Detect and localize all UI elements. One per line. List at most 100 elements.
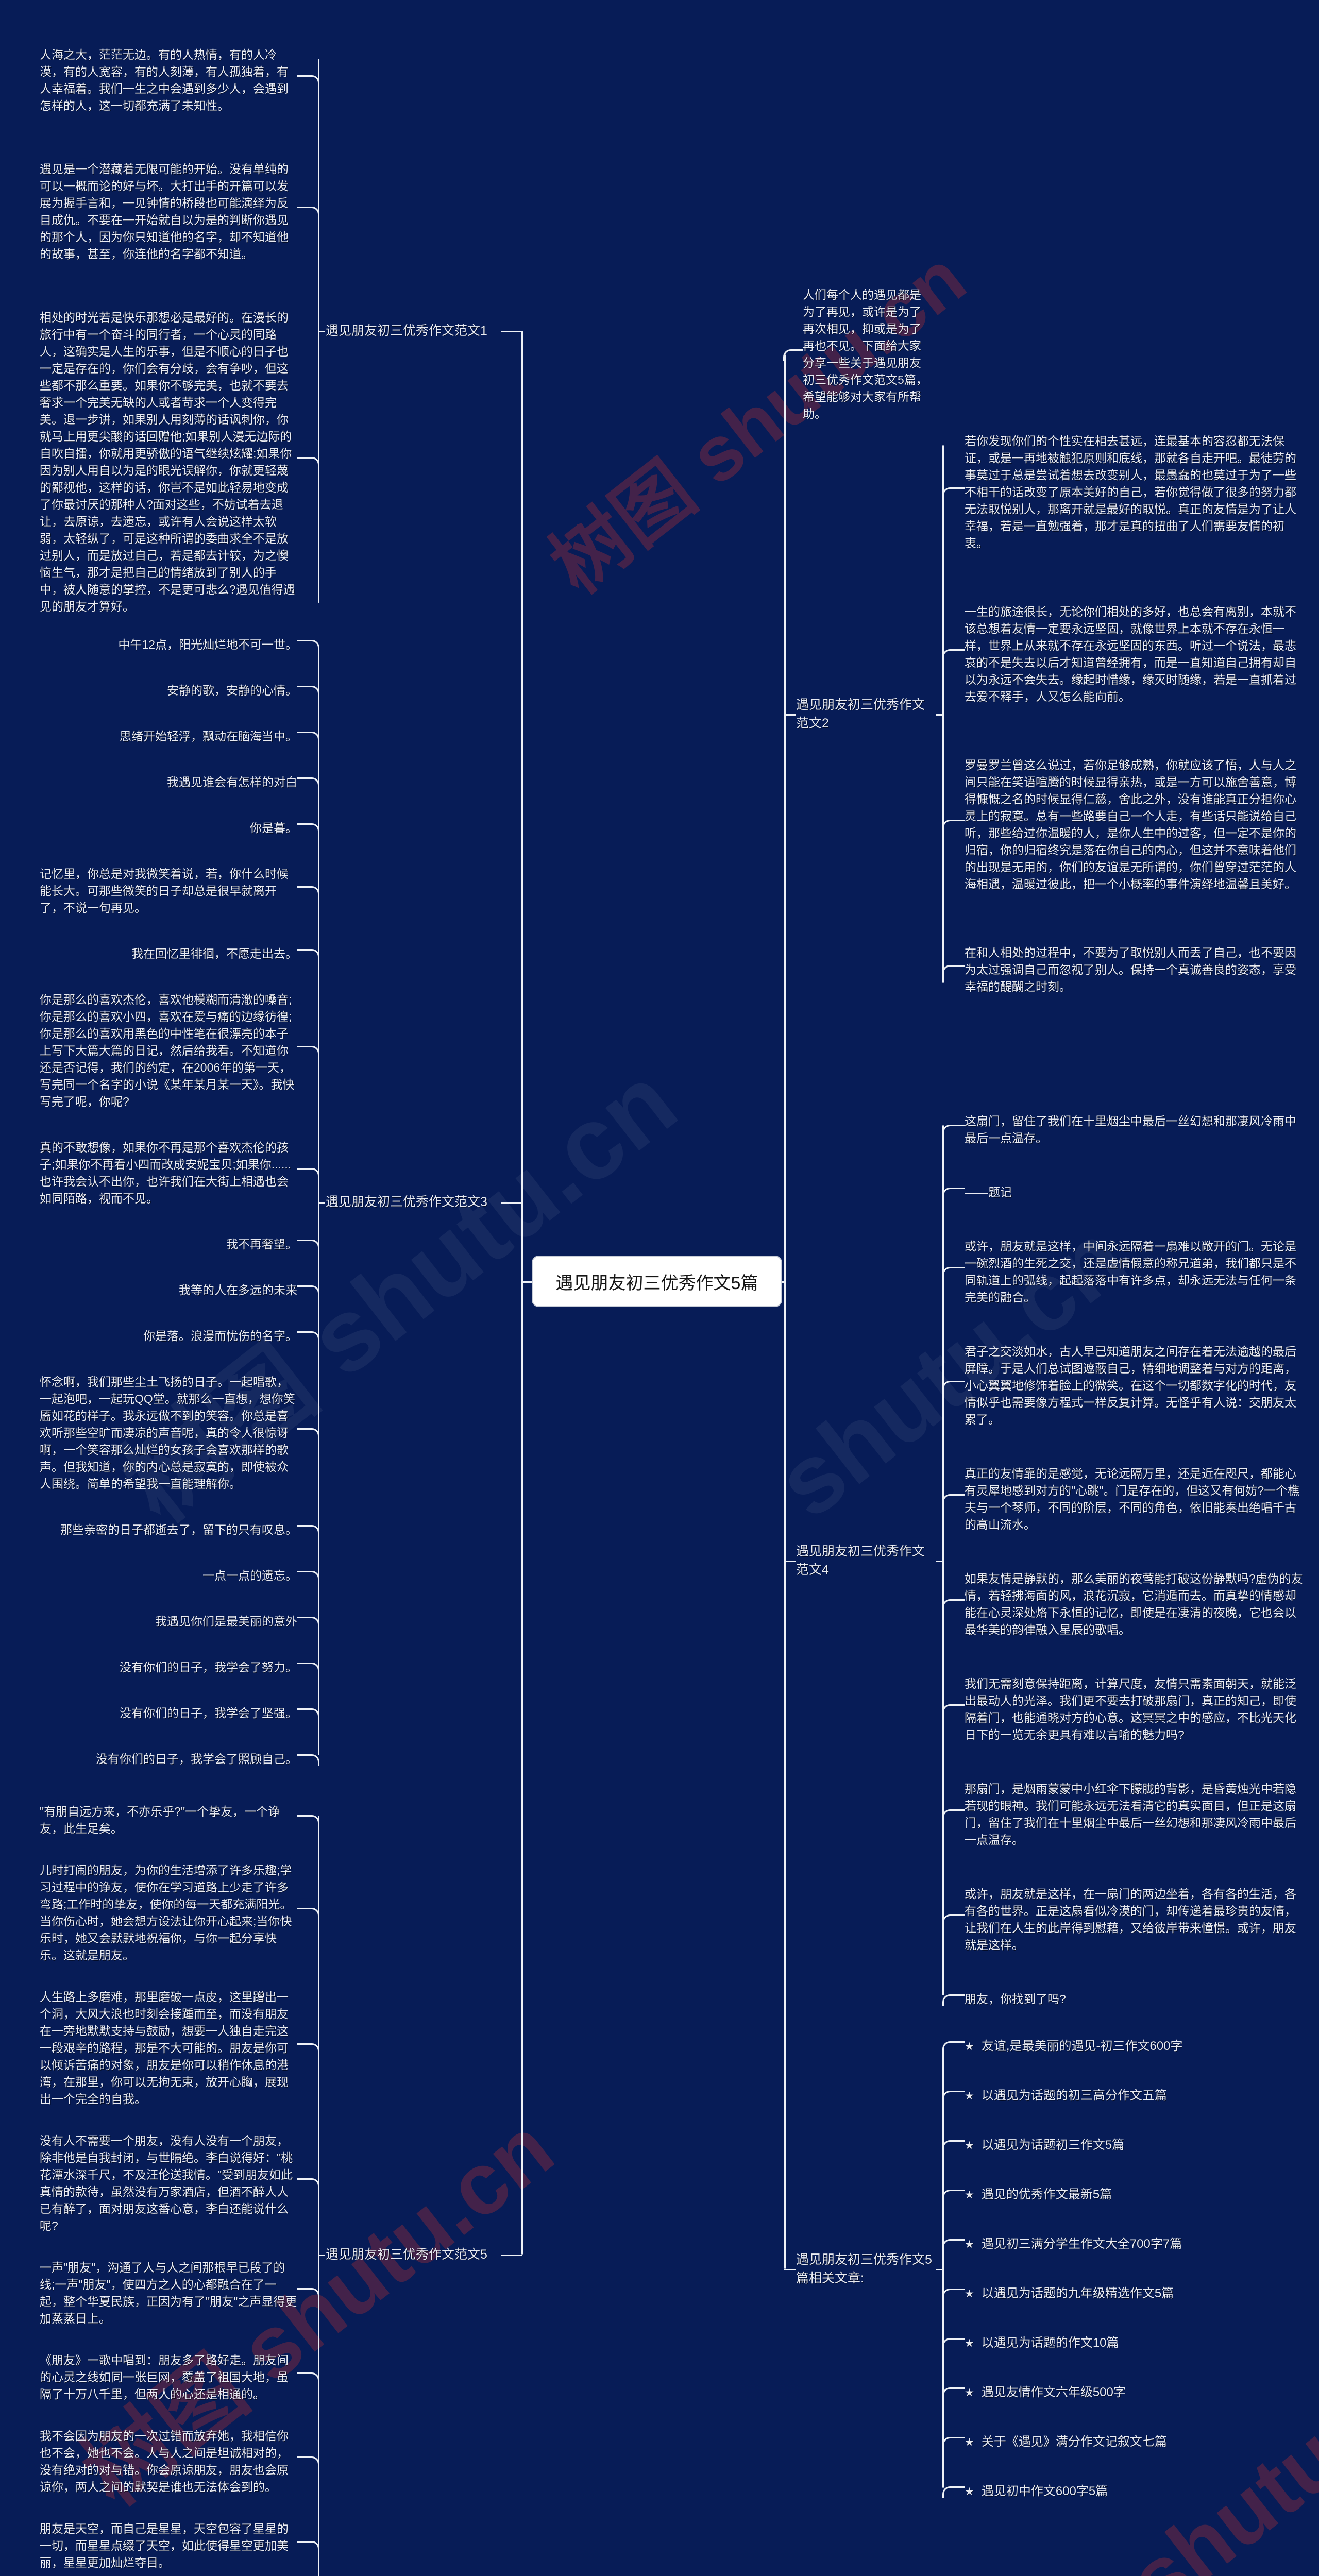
essay3-node[interactable]: 没有你们的日子，我学会了努力。 — [40, 1659, 319, 1676]
related-article-title[interactable]: 以遇见为话题的初三高分作文五篇 — [981, 2089, 1167, 2103]
essay3-node[interactable]: 你是那么的喜欢杰伦，喜欢他模糊而清澈的嗓音;你是那么的喜欢小四，喜欢在爱与痛的边… — [40, 991, 319, 1110]
star-icon: ★ — [965, 2486, 974, 2498]
essay4-node[interactable]: 或许，朋友就是这样，中间永远隔着一扇难以敞开的门。无论是一碗烈酒的生死之交，还是… — [942, 1238, 1305, 1306]
essay5-node[interactable]: 一声"朋友"，沟通了人与人之间那根早已段了的线;一声"朋友"，使四方之人的心都融… — [40, 2259, 319, 2327]
essay1-node[interactable]: 遇见是一个潜藏着无限可能的开始。没有单纯的可以一概而论的好与坏。大打出手的开篇可… — [40, 161, 319, 263]
essay3-node[interactable]: 怀念啊，我们那些尘土飞扬的日子。一起唱歌，一起泡吧，一起玩QQ堂。就那么一直想，… — [40, 1374, 319, 1493]
essay5-node[interactable]: 人生路上多磨难，那里磨破一点皮，这里蹭出一个洞，大风大浪也时刻会接踵而至，而没有… — [40, 1989, 319, 2108]
essay3-node[interactable]: 我在回忆里徘徊，不愿走出去。 — [40, 945, 319, 962]
related-article-link[interactable]: ★ 以遇见为话题的九年级精选作文5篇 — [942, 2285, 1294, 2302]
branch-essay2: 遇见朋友初三优秀作文范文2 若你发现你们的个性实在相去甚远，连最基本的容忍都无法… — [784, 433, 1305, 995]
branch-related-articles: 遇见朋友初三优秀作文5篇相关文章: ★ 友谊,是最美丽的遇见-初三作文600字 ★… — [784, 2038, 1294, 2500]
branch-children: 人海之大，茫茫无边。有的人热情，有的人冷漠，有的人宽容，有的人刻薄，有人孤独着，… — [40, 46, 319, 615]
related-article-title[interactable]: 遇见初中作文600字5篇 — [981, 2484, 1108, 2498]
related-article-title[interactable]: 遇见初三满分学生作文大全700字7篇 — [981, 2237, 1182, 2251]
branch-children: ★ 友谊,是最美丽的遇见-初三作文600字 ★ 以遇见为话题的初三高分作文五篇 ★ 以… — [942, 2038, 1294, 2500]
related-article-title[interactable]: 以遇见为话题初三作文5篇 — [981, 2138, 1125, 2152]
related-article-link[interactable]: ★ 以遇见为话题的初三高分作文五篇 — [942, 2087, 1294, 2105]
essay3-node[interactable]: 我不再奢望。 — [40, 1236, 319, 1253]
related-article-title[interactable]: 友谊,是最美丽的遇见-初三作文600字 — [981, 2039, 1183, 2053]
essay2-node[interactable]: 罗曼罗兰曾这么说过，若你足够成熟，你就应该了悟，人与人之间只能在笑语喧腾的时候显… — [942, 757, 1305, 893]
branch-label-related-articles[interactable]: 遇见朋友初三优秀作文5篇相关文章: — [784, 2250, 943, 2287]
star-icon: ★ — [965, 2090, 974, 2102]
essay2-node[interactable]: 若你发现你们的个性实在相去甚远，连最基本的容忍都无法保证，或是一再地被触犯原则和… — [942, 433, 1305, 552]
essay3-node[interactable]: 中午12点，阳光灿烂地不可一世。 — [40, 636, 319, 653]
related-article-link[interactable]: ★ 以遇见为话题的作文10篇 — [942, 2334, 1294, 2352]
essay5-node[interactable]: 没有人不需要一个朋友，没有人没有一个朋友，除非他是自我封闭，与世隔绝。李白说得好… — [40, 2132, 319, 2234]
essay3-node[interactable]: 安静的歌，安静的心情。 — [40, 682, 319, 699]
branch-children: 中午12点，阳光灿烂地不可一世。 安静的歌，安静的心情。 思绪开始轻浮，飘动在脑… — [40, 636, 319, 1768]
star-icon: ★ — [965, 2239, 974, 2250]
connector-spine — [318, 59, 319, 603]
connector-spine — [318, 649, 319, 1755]
star-icon: ★ — [965, 2337, 974, 2349]
related-article-link[interactable]: ★ 遇见的优秀作文最新5篇 — [942, 2186, 1294, 2204]
essay4-node[interactable]: 如果友情是静默的，那么美丽的夜莺能打破这份静默吗?虚伪的友情，若轻拂海面的风，浪… — [942, 1570, 1305, 1638]
connector-spine — [318, 1816, 319, 2576]
essay4-node[interactable]: 朋友，你找到了吗? — [942, 1991, 1305, 2008]
essay3-node[interactable]: 你是暮。 — [40, 820, 319, 837]
branch-children: 这扇门，留住了我们在十里烟尘中最后一丝幻想和那凄风冷雨中最后一点温存。 ——题记… — [942, 1113, 1305, 2008]
essay3-node[interactable]: 真的不敢想像，如果你不再是那个喜欢杰伦的孩子;如果你不再看小四而改成安妮宝贝;如… — [40, 1139, 319, 1207]
central-topic[interactable]: 遇见朋友初三优秀作文5篇 — [521, 1256, 786, 1307]
branch-label-essay4[interactable]: 遇见朋友初三优秀作文范文4 — [784, 1542, 943, 1579]
branch-essay5: "有朋自远方来，不亦乐乎?"一个挚友，一个诤友，此生足矣。 儿时打闹的朋友，为你… — [40, 1803, 522, 2576]
essay3-node[interactable]: 我等的人在多远的未来 — [40, 1282, 319, 1299]
branch-children: 若你发现你们的个性实在相去甚远，连最基本的容忍都无法保证，或是一再地被触犯原则和… — [942, 433, 1305, 995]
essay3-node[interactable]: 你是落。浪漫而忧伤的名字。 — [40, 1328, 319, 1345]
branch-essay1: 人海之大，茫茫无边。有的人热情，有的人冷漠，有的人宽容，有的人刻薄，有人孤独着，… — [40, 46, 522, 615]
essay4-node[interactable]: ——题记 — [942, 1184, 1305, 1201]
essay3-node[interactable]: 记忆里，你总是对我微笑着说，若，你什么时候能长大。可那些微笑的日子却总是很早就离… — [40, 866, 319, 917]
connector-trunk-right — [784, 354, 786, 2269]
related-article-link[interactable]: ★ 遇见初中作文600字5篇 — [942, 2483, 1294, 2500]
essay5-node[interactable]: 朋友是天空，而自己是星星，天空包容了星星的一切，而星星点缀了天空，如此使得星空更… — [40, 2520, 319, 2571]
connector-trunk-left — [521, 331, 523, 2255]
star-icon: ★ — [965, 2189, 974, 2201]
essay4-node[interactable]: 这扇门，留住了我们在十里烟尘中最后一丝幻想和那凄风冷雨中最后一点温存。 — [942, 1113, 1305, 1147]
branch-label-essay3[interactable]: 遇见朋友初三优秀作文范文3 — [319, 1193, 522, 1211]
essay5-node[interactable]: 《朋友》一歌中唱到：朋友多了路好走。朋友间的心灵之线如同一张巨网，覆盖了祖国大地… — [40, 2352, 319, 2403]
related-article-title[interactable]: 遇见友情作文六年级500字 — [981, 2385, 1126, 2399]
essay4-node[interactable]: 真正的友情靠的是感觉，无论远隔万里，还是近在咫尺，都能心有灵犀地感到对方的"心跳… — [942, 1465, 1305, 1533]
related-article-title[interactable]: 关于《遇见》满分作文记叙文七篇 — [981, 2435, 1167, 2449]
branch-label-essay5[interactable]: 遇见朋友初三优秀作文范文5 — [319, 2245, 522, 2264]
branch-label-essay2[interactable]: 遇见朋友初三优秀作文范文2 — [784, 696, 943, 733]
star-icon: ★ — [965, 2288, 974, 2300]
star-icon: ★ — [965, 2041, 974, 2053]
related-article-link[interactable]: ★ 以遇见为话题初三作文5篇 — [942, 2137, 1294, 2154]
essay4-node[interactable]: 君子之交淡如水，古人早已知道朋友之间存在着无法逾越的最后屏障。于是人们总试图遮蔽… — [942, 1343, 1305, 1428]
branch-essay3: 中午12点，阳光灿烂地不可一世。 安静的歌，安静的心情。 思绪开始轻浮，飘动在脑… — [40, 636, 522, 1768]
star-icon: ★ — [965, 2140, 974, 2151]
related-article-title[interactable]: 以遇见为话题的作文10篇 — [981, 2336, 1119, 2350]
essay3-node[interactable]: 没有你们的日子，我学会了坚强。 — [40, 1705, 319, 1722]
intro-node[interactable]: 人们每个人的遇见都是为了再见，或许是为了再次相见，抑或是为了再也不见。下面给大家… — [783, 286, 932, 422]
related-article-link[interactable]: ★ 遇见初三满分学生作文大全700字7篇 — [942, 2235, 1294, 2253]
essay5-node[interactable]: "有朋自远方来，不亦乐乎?"一个挚友，一个诤友，此生足矣。 — [40, 1803, 319, 1837]
essay1-node[interactable]: 人海之大，茫茫无边。有的人热情，有的人冷漠，有的人宽容，有的人刻薄，有人孤独着，… — [40, 46, 319, 114]
essay3-node[interactable]: 没有你们的日子，我学会了照顾自己。 — [40, 1751, 319, 1768]
star-icon: ★ — [965, 2387, 974, 2399]
branch-essay4: 遇见朋友初三优秀作文范文4 这扇门，留住了我们在十里烟尘中最后一丝幻想和那凄风冷… — [784, 1113, 1305, 2008]
essay4-node[interactable]: 那扇门，是烟雨蒙蒙中小红伞下朦胧的背影，是昏黄烛光中若隐若现的眼神。我们可能永远… — [942, 1781, 1305, 1849]
related-article-title[interactable]: 以遇见为话题的九年级精选作文5篇 — [981, 2286, 1174, 2300]
essay1-node[interactable]: 相处的时光若是快乐那想必是最好的。在漫长的旅行中有一个奋斗的同行者，一个心灵的同… — [40, 309, 319, 615]
essay3-node[interactable]: 我遇见你们是最美丽的意外 — [40, 1613, 319, 1630]
essay3-node[interactable]: 一点一点的遗忘。 — [40, 1567, 319, 1584]
essay4-node[interactable]: 或许，朋友就是这样，在一扇门的两边坐着，各有各的生活，各有各的世界。正是这扇看似… — [942, 1886, 1305, 1954]
related-article-link[interactable]: ★ 遇见友情作文六年级500字 — [942, 2384, 1294, 2401]
essay2-node[interactable]: 一生的旅途很长，无论你们相处的多好，也总会有离别，本就不该总想着友情一定要永远坚… — [942, 603, 1305, 705]
branch-children: "有朋自远方来，不亦乐乎?"一个挚友，一个诤友，此生足矣。 儿时打闹的朋友，为你… — [40, 1803, 319, 2576]
branch-label-essay1[interactable]: 遇见朋友初三优秀作文范文1 — [319, 321, 522, 340]
related-article-title[interactable]: 遇见的优秀作文最新5篇 — [981, 2188, 1112, 2201]
essay5-node[interactable]: 儿时打闹的朋友，为你的生活增添了许多乐趣;学习过程中的诤友，使你在学习道路上少走… — [40, 1862, 319, 1964]
related-article-link[interactable]: ★ 关于《遇见》满分作文记叙文七篇 — [942, 2433, 1294, 2451]
essay4-node[interactable]: 我们无需刻意保持距离，计算尺度，友情只需素面朝天，就能泛出最动人的光泽。我们更不… — [942, 1675, 1305, 1743]
related-article-link[interactable]: ★ 友谊,是最美丽的遇见-初三作文600字 — [942, 2038, 1294, 2055]
essay3-node[interactable]: 我遇见谁会有怎样的对白 — [40, 774, 319, 791]
essay2-node[interactable]: 在和人相处的过程中，不要为了取悦别人而丢了自己，也不要因为太过强调自己而忽视了别… — [942, 944, 1305, 995]
essay3-node[interactable]: 那些亲密的日子都逝去了，留下的只有叹息。 — [40, 1521, 319, 1538]
essay5-node[interactable]: 我不会因为朋友的一次过错而放弃她，我相信你也不会，她也不会。人与人之间是坦诚相对… — [40, 2428, 319, 2496]
essay3-node[interactable]: 思绪开始轻浮，飘动在脑海当中。 — [40, 728, 319, 745]
star-icon: ★ — [965, 2436, 974, 2448]
